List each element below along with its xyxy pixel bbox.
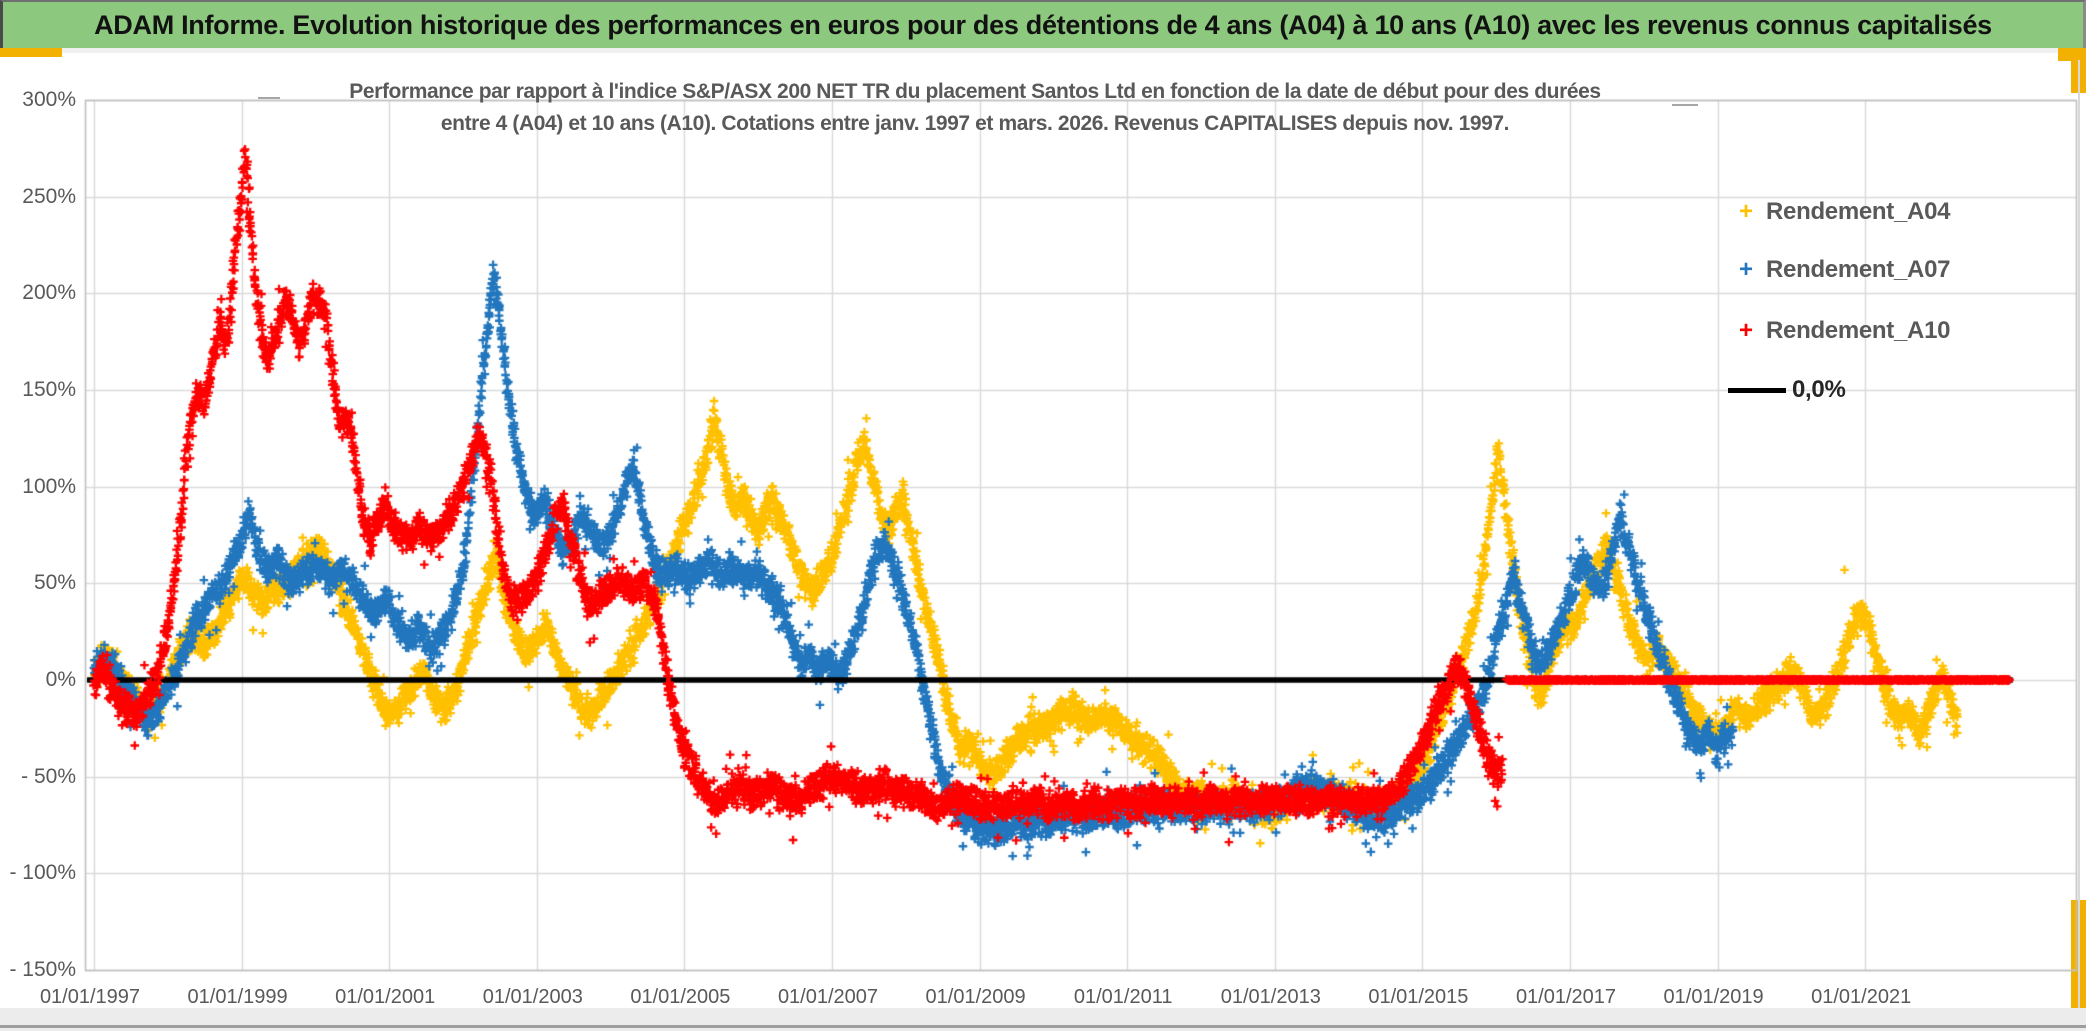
y-tick-label: 300%: [22, 88, 76, 112]
x-tick-label: 01/01/2021: [1811, 986, 1912, 1008]
legend-label: Rendement_A07: [1766, 256, 1951, 283]
legend-item-zero-line: 0,0%: [1728, 376, 1846, 404]
legend-item-a10: + Rendement_A10: [1726, 317, 1950, 345]
legend-label: Rendement_A10: [1766, 317, 1951, 344]
legend-item-a04: + Rendement_A04: [1726, 198, 1950, 226]
y-tick-label: 200%: [22, 281, 76, 305]
x-tick-label: 01/01/2003: [482, 986, 583, 1008]
x-tick-label: 01/01/2015: [1368, 986, 1469, 1008]
legend-label: Rendement_A04: [1766, 198, 1951, 225]
chart-title: Performance par rapport à l'indice S&P/A…: [280, 76, 1670, 140]
x-tick-label: 01/01/2009: [925, 986, 1026, 1008]
x-tick-label: 01/01/2005: [630, 986, 731, 1008]
y-tick-label: - 50%: [21, 764, 76, 788]
legend-item-a07: + Rendement_A07: [1726, 256, 1950, 284]
x-tick-label: 01/01/2017: [1515, 986, 1617, 1008]
y-tick-label: 250%: [22, 184, 76, 208]
chart-title-line1: Performance par rapport à l'indice S&P/A…: [349, 80, 1601, 103]
x-tick-label: 01/01/2007: [777, 986, 879, 1008]
plus-marker-icon: +: [1738, 256, 1753, 283]
title-leader-left: [258, 97, 280, 99]
plus-marker-icon: +: [1738, 198, 1753, 225]
x-tick-label: 01/01/1997: [39, 986, 141, 1008]
chart-title-line2: entre 4 (A04) et 10 ans (A10). Cotations…: [440, 112, 1510, 135]
x-tick-label: 01/01/2019: [1663, 986, 1764, 1008]
zero-line-swatch: [1728, 387, 1786, 393]
plus-marker-icon: +: [1738, 317, 1753, 344]
title-leader-right: [1672, 104, 1698, 106]
y-tick-label: 50%: [33, 571, 76, 595]
x-tick-label: 01/01/1999: [187, 986, 288, 1008]
y-tick-label: 150%: [22, 378, 76, 402]
y-tick-label: 0%: [45, 668, 76, 691]
y-tick-label: - 150%: [9, 957, 76, 981]
legend-label: 0,0%: [1792, 376, 1846, 403]
x-tick-label: 01/01/2011: [1073, 986, 1173, 1008]
x-tick-label: 01/01/2001: [335, 986, 436, 1008]
x-tick-label: 01/01/2013: [1220, 986, 1321, 1008]
y-tick-label: - 100%: [9, 861, 76, 885]
y-tick-label: 100%: [22, 474, 76, 498]
